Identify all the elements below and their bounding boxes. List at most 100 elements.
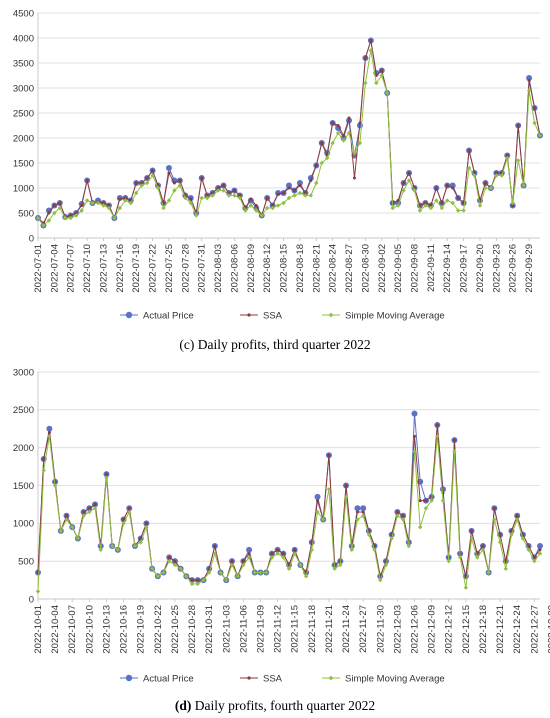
- data-point: [167, 171, 171, 175]
- data-point: [281, 555, 286, 560]
- data-point: [395, 203, 401, 208]
- data-point: [297, 190, 303, 196]
- data-point: [483, 181, 487, 185]
- diamond-marker-icon: [328, 312, 334, 318]
- data-point: [451, 186, 455, 190]
- x-tick-label: 2022-07-31: [197, 244, 208, 293]
- dot-marker-icon: [247, 676, 251, 680]
- data-point: [183, 195, 188, 201]
- data-point: [428, 205, 434, 211]
- x-tick-label: 2022-07-10: [82, 244, 93, 293]
- dot-marker-icon: [247, 313, 251, 317]
- data-point: [258, 570, 263, 575]
- data-point: [379, 73, 384, 78]
- data-point: [526, 547, 531, 553]
- data-point: [46, 218, 52, 223]
- data-point: [167, 558, 172, 564]
- data-point: [87, 509, 92, 515]
- data-point: [46, 425, 53, 432]
- y-tick-label: 500: [18, 556, 34, 567]
- data-point: [271, 204, 275, 207]
- data-point: [229, 562, 235, 568]
- data-point: [396, 199, 400, 202]
- data-point: [467, 149, 471, 152]
- circle-marker-icon: [125, 311, 133, 319]
- data-point: [58, 528, 64, 534]
- y-tick-label: 2000: [13, 443, 34, 454]
- y-tick-label: 4500: [13, 8, 34, 19]
- data-point: [194, 213, 199, 218]
- caption-label: (d): [175, 698, 192, 713]
- legend-item-actual-price: Actual Price: [120, 311, 194, 322]
- y-tick-label: 4000: [13, 33, 34, 44]
- data-point: [538, 548, 542, 552]
- data-point: [287, 186, 291, 190]
- data-point: [477, 203, 483, 208]
- data-point: [68, 215, 73, 221]
- data-point: [481, 544, 485, 548]
- data-point: [520, 536, 526, 541]
- x-tick-label: 2022-08-18: [295, 244, 306, 293]
- x-tick-label: 2022-09-14: [442, 244, 453, 293]
- data-point: [204, 195, 210, 201]
- data-point: [144, 180, 150, 186]
- data-point: [213, 544, 217, 548]
- data-point: [221, 188, 226, 193]
- x-tick-label: 2022-12-24: [512, 605, 523, 654]
- x-tick-label: 2022-09-05: [393, 244, 404, 293]
- data-point: [212, 551, 218, 556]
- data-point: [480, 547, 486, 553]
- data-point: [314, 180, 319, 186]
- data-point: [151, 169, 155, 172]
- data-point: [74, 211, 78, 215]
- legend-label: Actual Price: [143, 674, 194, 685]
- data-point: [200, 176, 204, 180]
- data-point: [483, 185, 488, 191]
- x-tick-label: 2022-12-12: [444, 605, 455, 654]
- data-point: [238, 194, 242, 197]
- data-point: [286, 566, 292, 571]
- data-point: [178, 566, 183, 571]
- data-point: [45, 207, 52, 214]
- x-tick-label: 2022-12-06: [410, 605, 421, 654]
- data-point: [270, 205, 275, 211]
- data-point: [401, 188, 406, 193]
- data-point: [319, 160, 324, 166]
- data-point: [276, 192, 280, 196]
- data-point: [196, 578, 200, 582]
- data-point: [526, 88, 532, 93]
- data-point: [215, 188, 221, 193]
- data-point: [434, 198, 439, 203]
- data-point: [195, 581, 200, 587]
- x-tick-label: 2022-09-02: [377, 244, 388, 293]
- data-point: [85, 179, 89, 182]
- data-point: [346, 130, 352, 136]
- data-point: [324, 155, 330, 161]
- data-point: [360, 513, 366, 518]
- data-point: [224, 577, 229, 583]
- data-point: [435, 423, 439, 427]
- data-point: [368, 48, 374, 53]
- data-point: [515, 514, 519, 518]
- data-point: [138, 540, 143, 545]
- data-point: [128, 200, 133, 206]
- data-point: [521, 183, 526, 188]
- series-actual-price: [35, 410, 543, 584]
- data-point: [264, 205, 270, 211]
- data-point: [499, 173, 505, 178]
- data-point: [199, 195, 204, 201]
- x-tick-label: 2022-08-03: [213, 244, 224, 293]
- data-point: [335, 130, 341, 136]
- data-point: [418, 524, 423, 530]
- data-point: [241, 559, 245, 563]
- data-point: [144, 524, 149, 530]
- data-point: [363, 56, 367, 60]
- data-point: [150, 173, 155, 178]
- data-point: [527, 79, 531, 82]
- x-tick-label: 2022-08-06: [229, 244, 240, 293]
- x-tick-label: 2022-09-11: [426, 244, 437, 292]
- data-point: [455, 208, 461, 213]
- data-point: [355, 517, 360, 522]
- data-point: [276, 548, 280, 552]
- data-point: [145, 176, 149, 180]
